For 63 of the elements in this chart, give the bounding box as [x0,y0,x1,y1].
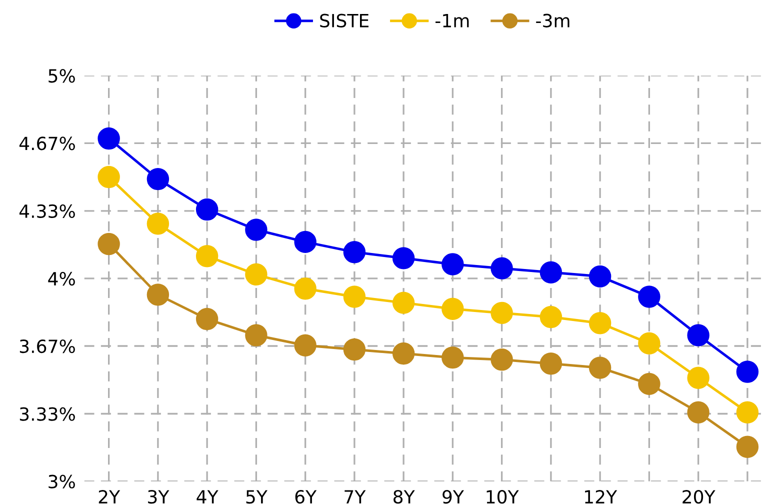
y-tick-label: 3.33% [20,407,75,421]
point [343,338,366,361]
x-tick-label: 8Y [394,490,415,504]
x-tick-label: 9Y [442,490,464,504]
point [638,286,660,308]
point [294,277,316,300]
point [196,198,218,221]
legend-label: -3m [536,14,570,28]
point [588,312,612,334]
x-tick-label: 12Y [585,490,618,504]
point [442,253,464,276]
y-tick-label: 4% [48,272,75,286]
point [294,334,316,357]
legend-label: SISTE [320,14,368,28]
y-tick-label: 3.67% [20,339,75,354]
point [540,306,562,328]
point [638,372,660,396]
point [245,324,268,346]
point [343,286,366,308]
point [146,212,170,235]
y-tick-label: 3% [48,474,75,488]
point [687,366,710,389]
point [588,265,612,288]
y-tick-label: 4.67% [19,136,75,150]
y-tick-label: 4.33% [19,204,75,218]
point [736,401,759,424]
x-tick-label: 3Y [148,490,170,504]
x-tick-label: 5Y [246,490,268,504]
legend-label: -1m [436,14,469,28]
point [343,240,366,264]
point [638,332,660,354]
point [245,263,268,286]
y-tick-label: 5% [48,69,75,83]
point [245,218,268,241]
point [736,360,759,383]
point [392,292,415,314]
point [98,232,120,256]
x-tick-label: 4Y [196,490,218,504]
point [392,342,415,365]
point [736,436,759,458]
point [490,257,513,280]
point [687,324,710,346]
point [146,284,170,306]
point [392,247,415,270]
point [98,127,120,150]
x-tick-label: 2Y [98,490,120,504]
point [146,168,170,190]
x-tick-label: 6Y [295,490,317,504]
point [196,308,218,330]
x-tick-label: 20Y [682,490,716,504]
point [540,261,562,284]
point [196,245,218,268]
point [294,230,316,254]
point [442,298,464,320]
x-tick-label: 7Y [344,490,366,504]
point [442,346,464,369]
point [687,401,710,424]
point [540,352,562,375]
point [98,166,120,188]
point [490,348,513,371]
point [588,356,612,379]
point [490,302,513,324]
x-tick-label: 10Y [486,490,519,504]
